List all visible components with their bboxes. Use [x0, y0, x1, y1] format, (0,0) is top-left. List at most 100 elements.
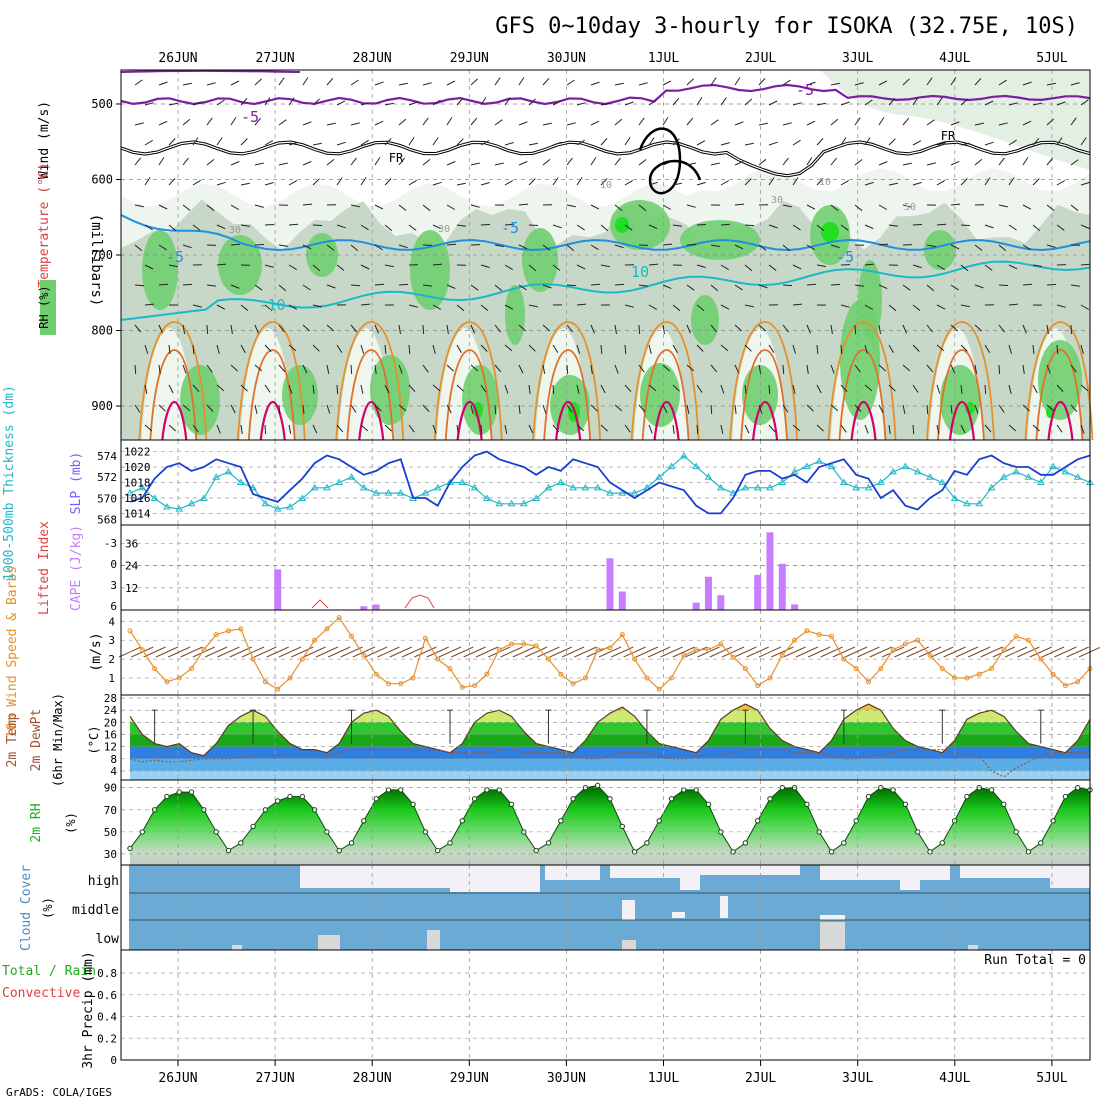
wind-barb — [264, 344, 272, 352]
isotherm-warm — [335, 321, 405, 441]
wind-barb — [600, 224, 609, 232]
wind-barb — [816, 344, 819, 355]
y-tick-label: 0.6 — [97, 989, 117, 1002]
rh2m-point — [865, 793, 872, 800]
wind-barb-10m — [364, 646, 388, 658]
wind-speed-point — [164, 679, 170, 685]
rh2m-point — [250, 823, 256, 830]
thickness-point — [138, 483, 147, 491]
wind-barb — [686, 364, 695, 372]
wind-barb-10m — [155, 646, 179, 658]
y-tick-label-right: 12 — [125, 582, 138, 595]
wind-barb — [1046, 157, 1054, 166]
wind-barb — [960, 304, 970, 308]
wind-barb — [648, 424, 653, 434]
contour-label-minus5: -5 — [166, 248, 184, 266]
cape-bar — [618, 591, 626, 610]
wind-barb — [302, 121, 312, 126]
temp-band — [130, 734, 1090, 747]
wind-barb — [216, 344, 220, 354]
rh2m-point — [385, 787, 392, 793]
wind-barb — [1070, 284, 1080, 287]
wind-barb — [590, 404, 598, 412]
wind-barb — [974, 284, 984, 289]
y-tick-label: 0 — [110, 1054, 117, 1067]
wind-barb — [734, 160, 744, 166]
wind-barb — [816, 178, 824, 186]
rh2m-point — [299, 793, 305, 800]
temp-band — [130, 722, 1090, 735]
wind-barb — [744, 178, 752, 186]
rh2m-area — [130, 785, 1090, 865]
wind-barb — [686, 404, 690, 414]
rh2m-point — [656, 818, 662, 824]
wind-barb — [278, 119, 287, 126]
thickness-point — [569, 483, 577, 491]
wind-barb — [792, 139, 801, 146]
y-tick-label: 90 — [104, 782, 117, 795]
rh2m-point — [398, 787, 404, 793]
wind-barb — [854, 364, 861, 373]
wind-barb-10m — [537, 646, 560, 658]
y-tick-label-right: 1020 — [124, 461, 151, 474]
wind-barb-10m — [783, 646, 806, 658]
wind-barb — [614, 157, 621, 166]
wind-barb — [240, 138, 248, 146]
wind-barb — [192, 384, 200, 393]
rh2m-point — [631, 849, 638, 855]
isotherm-warmer — [1035, 349, 1084, 441]
wind-barb — [878, 364, 887, 372]
cape-bar — [778, 563, 786, 610]
wind-barb — [518, 203, 529, 206]
wind-speed-point — [472, 683, 478, 689]
isotherm-hot — [456, 400, 483, 441]
wind-barb — [1008, 424, 1017, 432]
wind-barb — [360, 344, 365, 354]
wind-barb — [158, 283, 169, 286]
wind10-panel — [118, 609, 1100, 696]
wind-barb — [144, 303, 155, 306]
chart-title: GFS 0~10day 3-hourly for ISOKA (32.75E, … — [495, 14, 1078, 39]
wind-barb — [806, 204, 816, 210]
wind-barb — [782, 364, 785, 375]
wind-barb — [902, 117, 910, 126]
isotherm-warm — [138, 321, 208, 441]
wind-speed-point — [656, 686, 662, 692]
rh-blob-green — [1038, 340, 1082, 420]
isotherm-warm — [433, 321, 503, 441]
x-tick-label-bottom: 4JUL — [939, 1071, 970, 1086]
cloud-low-gap — [427, 930, 440, 950]
wind-barb — [984, 424, 992, 433]
wind-barb — [734, 364, 740, 374]
wind-barb — [830, 82, 840, 86]
x-tick-label-bottom: 30JUN — [547, 1071, 586, 1086]
wind-barb — [998, 122, 1008, 126]
wind-barb — [984, 100, 994, 106]
wind-speed-point — [262, 679, 268, 685]
wind-speed-point — [878, 666, 884, 672]
wind-barb-10m — [524, 646, 548, 658]
wind-barb — [480, 304, 489, 311]
wind-barb — [446, 364, 454, 372]
wind-barb — [600, 424, 608, 432]
contour-label-fr: FR — [389, 151, 404, 165]
wind-barb — [768, 264, 777, 271]
wind-barb — [806, 404, 814, 412]
wind-barb — [888, 182, 898, 186]
y-tick-label: 0.2 — [97, 1032, 117, 1045]
wind-barb — [552, 344, 559, 353]
thickness-point — [975, 499, 984, 507]
ylabel-lifted-index: Lifted Index — [37, 521, 52, 615]
wind-barb — [408, 101, 418, 106]
cloud-high-gap — [820, 865, 950, 880]
thickness-point — [901, 462, 910, 470]
wind-barb — [432, 263, 443, 266]
ylabel-wind10: 10m Wind Speed & Barbs — [5, 566, 20, 738]
y-tick-label: 28 — [104, 692, 117, 705]
isotherm-warmer — [641, 349, 690, 441]
ylabel-temp-units: (°C) — [87, 726, 101, 755]
wind-speed-point — [176, 675, 182, 681]
wind-barb — [792, 424, 801, 432]
wind-barb — [974, 244, 983, 251]
wind-barb-10m — [808, 646, 831, 658]
